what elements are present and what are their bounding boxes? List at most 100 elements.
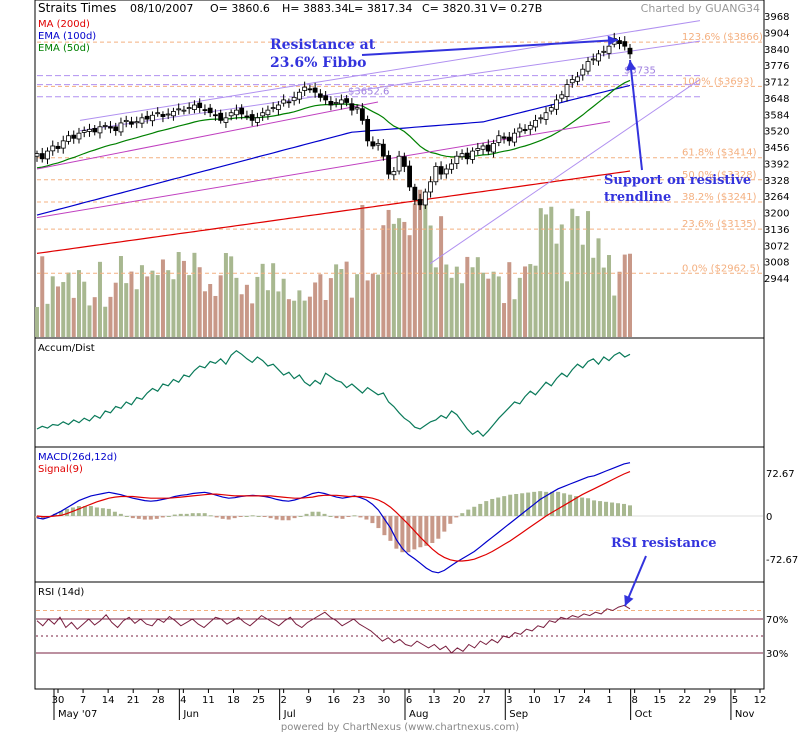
candle-body	[365, 118, 371, 142]
legend-ema100: EMA (100d)	[38, 31, 96, 42]
macd-histogram-bar	[448, 516, 453, 524]
candle-body	[171, 111, 176, 117]
macd-histogram-bar	[364, 516, 369, 520]
macd-histogram-bar	[418, 516, 423, 548]
candle-body	[412, 186, 418, 201]
macd-histogram-bar	[550, 491, 555, 516]
macd-histogram-bar	[178, 513, 183, 516]
macd-histogram-bar	[526, 492, 531, 516]
candle-body	[522, 129, 528, 132]
annotation-resistance-line2: 23.6% Fibbo	[270, 55, 366, 71]
candle-body	[359, 108, 365, 121]
volume-bar	[202, 291, 207, 337]
candle-body	[627, 47, 633, 55]
candle-body	[338, 99, 344, 105]
annotation-rsi-resistance: RSI resistance	[611, 536, 717, 551]
macd-histogram-bar	[286, 516, 291, 521]
macd-histogram-bar	[352, 515, 357, 517]
month-label: Oct	[635, 709, 652, 720]
candle-body	[438, 166, 444, 175]
candle-body	[580, 68, 586, 76]
x-tick-label: 16	[327, 695, 340, 706]
x-tick-label: 25	[252, 695, 265, 706]
volume-bar	[76, 270, 81, 337]
macd-histogram-bar	[268, 516, 273, 519]
volume-bar	[397, 218, 402, 337]
volume-bar	[502, 303, 507, 337]
candle-body	[527, 125, 533, 130]
candle-body	[443, 168, 449, 175]
macd-histogram-bar	[310, 511, 315, 516]
candle-body	[328, 101, 334, 106]
volume-bar	[292, 300, 297, 337]
volume-bar	[617, 271, 622, 337]
volume-bar	[71, 297, 76, 337]
volume-bar	[97, 261, 102, 337]
macd-histogram-bar	[292, 516, 297, 519]
candle-body	[76, 132, 82, 140]
macd-histogram-bar	[244, 516, 249, 517]
volume-bar	[276, 291, 281, 337]
volume-bar	[449, 277, 454, 337]
candle-body	[249, 114, 255, 121]
x-tick-label: 21	[127, 695, 140, 706]
candle-body	[186, 107, 192, 109]
volume-bar	[391, 223, 396, 337]
volume-bar	[307, 296, 312, 337]
volume-bar	[103, 306, 108, 337]
candle-body	[575, 76, 580, 82]
x-tick-label: 23	[352, 695, 365, 706]
volume-bar	[554, 243, 559, 337]
candle-body	[150, 114, 155, 122]
volume-bar	[628, 253, 632, 337]
volume-bar	[428, 225, 433, 337]
volume-bar	[407, 235, 412, 337]
candle-body	[71, 134, 77, 139]
macd-histogram-bar	[208, 515, 213, 517]
candle-body	[496, 135, 502, 143]
candle-body	[317, 93, 323, 98]
macd-histogram-bar	[322, 513, 327, 516]
volume-bar	[155, 275, 160, 337]
candle-body	[302, 86, 308, 91]
candle-body	[422, 191, 428, 206]
volume-bar	[439, 216, 444, 337]
candle-body	[470, 150, 475, 160]
price-tick-label: 3200	[764, 209, 789, 220]
volume-bar	[402, 221, 407, 337]
macd-histogram-bar	[166, 516, 171, 517]
candle-body	[45, 150, 50, 160]
volume-bar	[113, 282, 118, 337]
macd-histogram-bar	[100, 508, 105, 516]
resistance-arrow-head	[607, 35, 618, 46]
x-tick-label: 4	[180, 695, 186, 706]
price-tick-label: 3584	[764, 110, 789, 121]
candle-body	[396, 155, 402, 172]
macd-histogram-bar	[370, 516, 375, 524]
macd-histogram-bar	[226, 516, 231, 520]
volume-bar	[187, 275, 192, 337]
candle-body	[207, 107, 213, 114]
volume-bar	[523, 266, 528, 337]
macd-histogram-bar	[346, 516, 351, 517]
candle-body	[475, 148, 481, 151]
macd-histogram-bar	[298, 516, 303, 517]
header-low: L= 3817.34	[348, 2, 412, 15]
x-tick-label: 20	[453, 695, 466, 706]
macd-histogram-bar	[40, 516, 45, 519]
macd-histogram-bar	[214, 516, 219, 518]
price-tick-label: 3456	[764, 143, 789, 154]
rsi-line	[36, 604, 631, 654]
volume-bar	[302, 300, 307, 337]
volume-bar	[454, 266, 459, 337]
x-tick-label: 18	[227, 695, 240, 706]
candle-body	[533, 119, 538, 128]
macd-histogram-bar	[520, 493, 525, 516]
candle-body	[512, 132, 517, 143]
x-tick-label: 28	[152, 695, 165, 706]
candle-body	[223, 117, 229, 123]
x-tick-label: 8	[631, 695, 637, 706]
macd-histogram-bar	[256, 516, 261, 517]
x-tick-label: 11	[202, 695, 215, 706]
macd-histogram-bar	[622, 503, 627, 516]
